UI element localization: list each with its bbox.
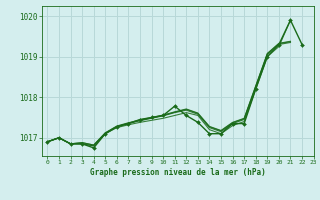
X-axis label: Graphe pression niveau de la mer (hPa): Graphe pression niveau de la mer (hPa)	[90, 168, 266, 177]
